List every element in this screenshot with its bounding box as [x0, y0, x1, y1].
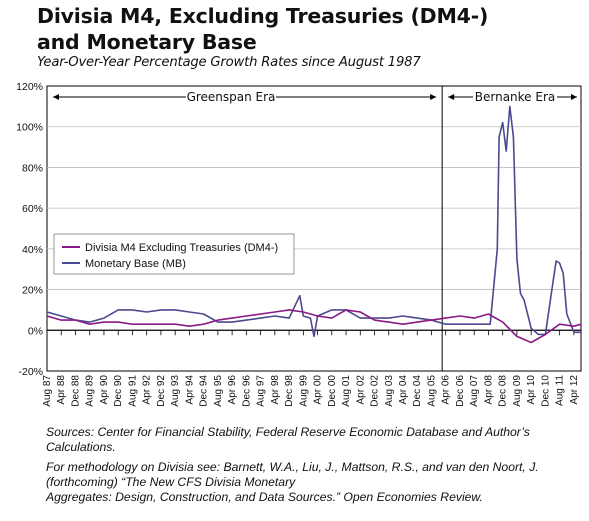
x-tick-label: Apr 08: [483, 375, 494, 405]
bernanke-era-label-bg: [473, 89, 557, 105]
x-tick-label: Apr 12: [569, 375, 580, 405]
methodology-line-2: (forthcoming) “The New CFS Divisia Monet…: [46, 475, 296, 489]
x-tick-label: Aug 09: [512, 375, 523, 407]
greenspan-era-label-bg: [186, 89, 276, 105]
x-tick-label: Dec 98: [284, 375, 295, 407]
bernanke-era-label: Bernanke Era: [475, 90, 556, 104]
x-tick-label: Apr 06: [441, 375, 452, 405]
title-line-2: and Monetary Base: [37, 30, 257, 54]
x-tick-label: Apr 92: [142, 375, 153, 405]
greenspan-era-arrow-head-left: [53, 94, 59, 100]
x-tick-label: Apr 10: [526, 375, 537, 405]
bernanke-era-arrow-head-right: [571, 94, 577, 100]
x-tick-label: Dec 10: [540, 375, 551, 407]
methodology-line-3: Aggregates: Design, Construction, and Da…: [46, 490, 483, 504]
x-tick-label: Aug 03: [384, 375, 395, 407]
bernanke-era-arrow-head-left: [448, 94, 455, 100]
x-tick-label: Dec 94: [199, 375, 210, 407]
x-tick-label: Aug 95: [213, 375, 224, 407]
x-tick-label: Dec 88: [70, 375, 81, 407]
y-tick-label: 100%: [16, 122, 43, 134]
y-tick-label: 120%: [16, 81, 43, 93]
x-tick-label: Aug 99: [298, 375, 309, 407]
legend-label: Divisia M4 Excluding Treasuries (DM4-): [85, 242, 278, 254]
x-tick-label: Dec 04: [412, 375, 423, 407]
x-tick-label: Dec 90: [113, 375, 124, 407]
y-tick-label: 80%: [22, 162, 43, 174]
x-tick-label: Apr 94: [184, 375, 195, 405]
chart-subtitle: Year-Over-Year Percentage Growth Rates s…: [37, 55, 421, 70]
legend-box: [53, 233, 295, 275]
x-tick-label: Apr 00: [313, 375, 324, 405]
sources-note: Sources: Center for Financial Stability,…: [46, 425, 530, 454]
y-tick-label: 20%: [22, 285, 43, 297]
x-tick-label: Aug 89: [85, 375, 96, 407]
y-tick-label: 0%: [28, 325, 43, 337]
x-tick-label: Apr 90: [99, 375, 110, 405]
y-tick-label: -20%: [18, 366, 43, 378]
x-tick-label: Apr 04: [398, 375, 409, 405]
mb-series-line: [46, 105, 581, 338]
chart-title: Divisia M4, Excluding Treasuries (DM4-) …: [37, 3, 488, 55]
x-tick-label: Dec 08: [498, 375, 509, 407]
x-tick-label: Aug 93: [170, 375, 181, 407]
x-tick-label: Apr 02: [355, 375, 366, 405]
y-tick-label: 60%: [22, 203, 43, 215]
x-tick-label: Aug 05: [426, 375, 437, 407]
greenspan-era-label: Greenspan Era: [187, 90, 276, 104]
x-tick-label: Dec 96: [241, 375, 252, 407]
x-tick-label: Aug 11: [555, 375, 566, 406]
legend-label: Monetary Base (MB): [85, 258, 186, 270]
x-tick-label: Dec 92: [156, 375, 167, 407]
x-tick-label: Apr 88: [56, 375, 67, 405]
x-tick-label: Aug 07: [469, 375, 480, 407]
x-tick-label: Aug 01: [341, 375, 352, 407]
x-tick-label: Aug 87: [42, 375, 53, 407]
dm4-series-line: [46, 309, 582, 344]
x-tick-label: Dec 06: [455, 375, 466, 407]
title-line-1: Divisia M4, Excluding Treasuries (DM4-): [37, 4, 489, 28]
x-tick-label: Dec 00: [327, 375, 338, 407]
x-tick-label: Apr 96: [227, 375, 238, 405]
greenspan-era-arrow-head-right: [430, 94, 437, 100]
y-tick-label: 40%: [22, 244, 43, 256]
x-tick-label: Aug 97: [256, 375, 267, 407]
methodology-line-1: For methodology on Divisia see: Barnett,…: [46, 460, 539, 474]
x-tick-label: Dec 02: [370, 375, 381, 407]
x-tick-label: Apr 98: [270, 375, 281, 405]
x-tick-label: Aug 91: [127, 375, 138, 407]
